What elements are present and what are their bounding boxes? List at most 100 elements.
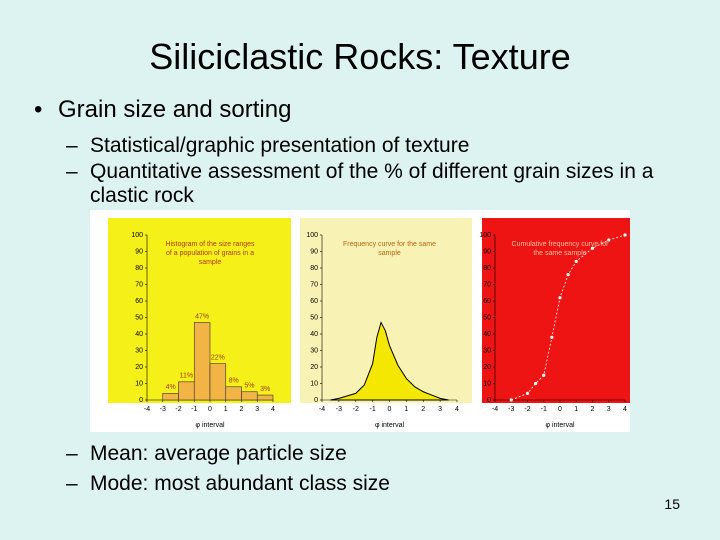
bar <box>256 394 274 401</box>
panel-background <box>482 218 630 403</box>
x-tick-label: 2 <box>421 406 425 413</box>
bar <box>162 393 179 401</box>
y-tick-label: 50 <box>310 314 318 321</box>
data-point <box>590 246 595 250</box>
bar <box>178 381 195 401</box>
data-point <box>574 259 578 263</box>
data-label: 4% <box>166 384 176 391</box>
y-tick-label: 50 <box>135 314 143 321</box>
y-tick-label: 70 <box>135 281 143 288</box>
sub-bullet: Mean: average particle size <box>66 442 690 466</box>
bar <box>225 386 242 401</box>
x-tick-label: -2 <box>175 406 181 413</box>
y-tick-label: 80 <box>310 265 318 272</box>
y-tick-label: 30 <box>483 347 491 354</box>
sub-bullet: Quantitative assessment of the % of diff… <box>66 160 690 208</box>
x-axis-label: φ interval <box>545 422 574 429</box>
x-tick-label: 3 <box>438 406 442 413</box>
x-tick-label: 0 <box>558 406 562 413</box>
x-tick-label: 1 <box>574 406 578 413</box>
x-tick-label: -3 <box>508 406 514 413</box>
x-tick-label: 4 <box>271 406 275 413</box>
data-label: 22% <box>211 355 225 362</box>
y-tick-label: 50 <box>483 314 491 321</box>
y-tick-label: 90 <box>483 248 491 255</box>
y-tick-label: 40 <box>483 331 491 338</box>
x-tick-label: -4 <box>492 406 498 413</box>
y-tick-label: 10 <box>310 380 318 387</box>
frequency-curve <box>330 321 449 401</box>
y-tick-label: 20 <box>310 364 318 371</box>
y-tick-label: 40 <box>310 331 318 338</box>
page-number: 15 <box>664 496 680 512</box>
y-tick-label: 20 <box>135 364 143 371</box>
data-point <box>525 391 530 395</box>
y-tick-label: 100 <box>131 232 143 239</box>
data-point <box>550 335 554 339</box>
x-tick-label: 4 <box>455 406 459 413</box>
y-tick-label: 60 <box>310 298 318 305</box>
data-label: 3% <box>260 386 270 393</box>
figure: PercentageHistogram of the size rangesof… <box>90 210 630 432</box>
y-tick-label: 0 <box>139 397 143 404</box>
data-label: 8% <box>229 378 239 385</box>
y-tick-label: 10 <box>135 380 143 387</box>
y-tick-label: 0 <box>314 397 318 404</box>
bullet: Grain size and sorting <box>34 96 291 124</box>
x-tick-label: 2 <box>591 406 595 413</box>
x-tick-label: -2 <box>353 406 359 413</box>
x-tick-label: -1 <box>370 406 376 413</box>
y-tick-label: 20 <box>483 364 491 371</box>
x-axis-label: φ interval <box>195 422 224 429</box>
x-tick-label: 2 <box>240 406 244 413</box>
x-axis-label: φ interval <box>375 422 404 429</box>
x-tick-label: -2 <box>524 406 530 413</box>
panel-title: Cumulative frequency curve for the same s… <box>512 241 610 257</box>
y-tick-label: 70 <box>310 281 318 288</box>
y-tick-label: 100 <box>479 232 491 239</box>
x-tick-label: -4 <box>319 406 325 413</box>
data-point <box>542 373 546 377</box>
x-tick-label: -1 <box>541 406 547 413</box>
y-tick-label: 60 <box>135 298 143 305</box>
x-tick-label: -3 <box>160 406 166 413</box>
x-tick-label: 1 <box>404 406 408 413</box>
x-tick-label: 3 <box>255 406 259 413</box>
y-tick-label: 80 <box>135 265 143 272</box>
data-point <box>509 398 513 402</box>
y-tick-label: 40 <box>135 331 143 338</box>
x-tick-label: -3 <box>336 406 342 413</box>
y-tick-label: 10 <box>483 380 491 387</box>
bar <box>209 363 227 401</box>
sub-bullet: Statistical/graphic presentation of text… <box>66 134 690 158</box>
x-tick-label: -4 <box>144 406 150 413</box>
panel-title: Frequency curve for the same sample <box>343 241 436 257</box>
y-tick-label: 70 <box>483 281 491 288</box>
y-tick-label: 80 <box>483 265 491 272</box>
y-tick-label: 30 <box>310 347 318 354</box>
data-label: 47% <box>195 313 209 320</box>
data-label: 11% <box>180 373 194 380</box>
x-tick-label: 0 <box>208 406 212 413</box>
data-point <box>566 273 570 277</box>
sub-bullet: Mode: most abundant class size <box>66 472 690 496</box>
y-tick-label: 60 <box>483 298 491 305</box>
y-tick-label: 0 <box>487 397 491 404</box>
x-tick-label: 0 <box>388 406 392 413</box>
data-point <box>558 296 562 300</box>
y-tick-label: 90 <box>310 248 318 255</box>
x-tick-label: 4 <box>623 406 627 413</box>
data-point <box>534 381 538 386</box>
data-label: 5% <box>244 383 254 390</box>
data-point <box>607 238 611 242</box>
y-tick-label: 90 <box>135 248 143 255</box>
x-tick-label: -1 <box>191 406 197 413</box>
bar <box>241 391 258 401</box>
data-point <box>623 233 627 237</box>
y-tick-label: 30 <box>135 347 143 354</box>
panel-title: Histogram of the size ranges of a populat… <box>165 241 255 266</box>
bar <box>193 322 211 401</box>
x-tick-label: 1 <box>224 406 228 413</box>
x-tick-label: 3 <box>607 406 611 413</box>
